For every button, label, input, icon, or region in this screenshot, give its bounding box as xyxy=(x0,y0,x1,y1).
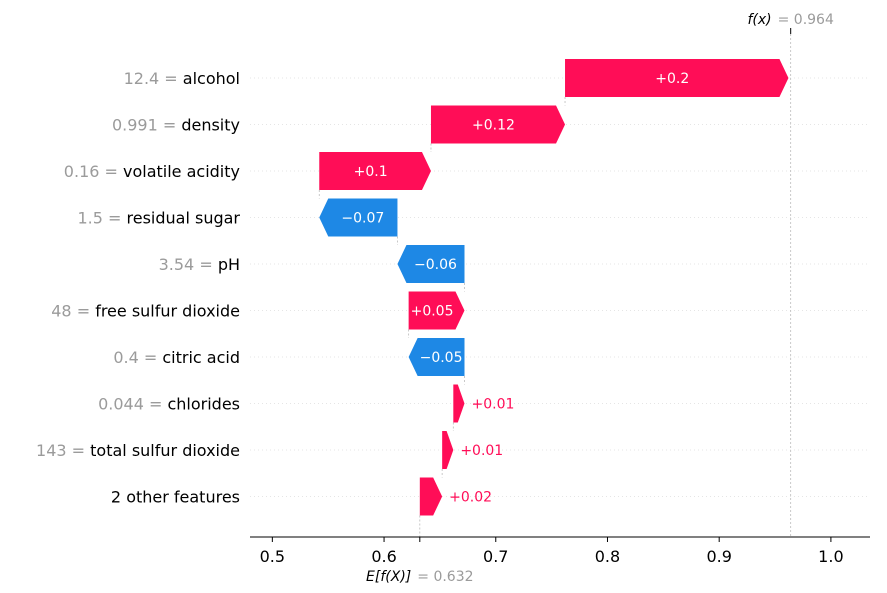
output-value-annotation: f(x) = 0.964 xyxy=(747,12,833,28)
waterfall-bar xyxy=(430,105,566,144)
feature-value: 0.16 xyxy=(64,162,100,181)
feature-name: chlorides xyxy=(167,395,240,414)
feature-name: citric acid xyxy=(162,348,240,367)
feature-label: 0.16 = volatile acidity xyxy=(64,162,240,181)
base-value-text: = 0.632 xyxy=(417,569,473,585)
feature-value: 3.54 xyxy=(159,255,195,274)
base-value-label: E[f(X)] xyxy=(366,569,411,585)
bar-value-label: −0.07 xyxy=(341,211,384,227)
equals-sign: = xyxy=(144,395,168,414)
feature-name: free sulfur dioxide xyxy=(95,302,240,321)
bar-value-label: −0.05 xyxy=(420,350,463,366)
feature-value: 48 xyxy=(51,302,71,321)
x-tick-label: 0.8 xyxy=(595,547,620,566)
x-tick-label: 0.7 xyxy=(483,547,508,566)
base-value-annotation: E[f(X)] = 0.632 xyxy=(366,569,473,585)
waterfall-bar xyxy=(397,245,465,283)
feature-label: 48 = free sulfur dioxide xyxy=(51,302,240,321)
equals-sign: = xyxy=(103,209,127,228)
waterfall-bar xyxy=(319,198,398,237)
bar-value-label: +0.2 xyxy=(655,71,689,87)
equals-sign: = xyxy=(72,302,96,321)
bar-value-label: +0.01 xyxy=(471,397,514,413)
bar-value-label: +0.02 xyxy=(449,490,492,506)
waterfall-bar xyxy=(319,152,431,190)
equals-sign: = xyxy=(194,255,218,274)
equals-sign: = xyxy=(99,162,123,181)
feature-value: 0.991 xyxy=(112,116,158,135)
bar-value-label: +0.12 xyxy=(472,118,515,134)
feature-value: 12.4 xyxy=(124,69,160,88)
x-tick-label: 0.5 xyxy=(260,547,285,566)
waterfall-bar xyxy=(419,477,443,516)
feature-label: 12.4 = alcohol xyxy=(124,69,240,88)
feature-name: density xyxy=(181,116,240,135)
feature-name: alcohol xyxy=(183,69,240,88)
output-value-label: f(x) xyxy=(747,12,771,28)
waterfall-bar xyxy=(408,291,465,330)
feature-value: 0.4 xyxy=(113,348,138,367)
feature-label: 143 = total sulfur dioxide xyxy=(36,441,240,460)
feature-label: 0.4 = citric acid xyxy=(113,348,240,367)
feature-value: 0.044 xyxy=(98,395,144,414)
feature-label: 2 other features xyxy=(111,488,240,507)
equals-sign: = xyxy=(159,69,183,88)
feature-name: residual sugar xyxy=(127,209,241,228)
feature-value: 1.5 xyxy=(77,209,102,228)
bar-value-label: −0.06 xyxy=(414,257,457,273)
equals-sign: = xyxy=(139,348,163,367)
feature-name: pH xyxy=(218,255,240,274)
x-tick-label: 1.0 xyxy=(818,547,843,566)
bar-value-label: +0.01 xyxy=(460,443,503,459)
bar-value-label: +0.1 xyxy=(354,164,388,180)
feature-value: 143 xyxy=(36,441,67,460)
equals-sign: = xyxy=(158,116,182,135)
waterfall-bar xyxy=(408,338,465,376)
waterfall-bar xyxy=(453,384,465,423)
waterfall-bar xyxy=(442,431,454,469)
feature-label: 0.044 = chlorides xyxy=(98,395,240,414)
x-tick-label: 0.9 xyxy=(706,547,731,566)
feature-label: 3.54 = pH xyxy=(159,255,240,274)
feature-name: total sulfur dioxide xyxy=(90,441,240,460)
equals-sign: = xyxy=(67,441,91,460)
feature-name: volatile acidity xyxy=(123,162,240,181)
feature-label: 0.991 = density xyxy=(112,116,240,135)
x-tick-label: 0.6 xyxy=(371,547,396,566)
bar-value-label: +0.05 xyxy=(411,304,454,320)
output-value-text: = 0.964 xyxy=(778,12,834,28)
feature-name: 2 other features xyxy=(111,488,240,507)
feature-label: 1.5 = residual sugar xyxy=(77,209,240,228)
waterfall-bar xyxy=(565,59,789,97)
